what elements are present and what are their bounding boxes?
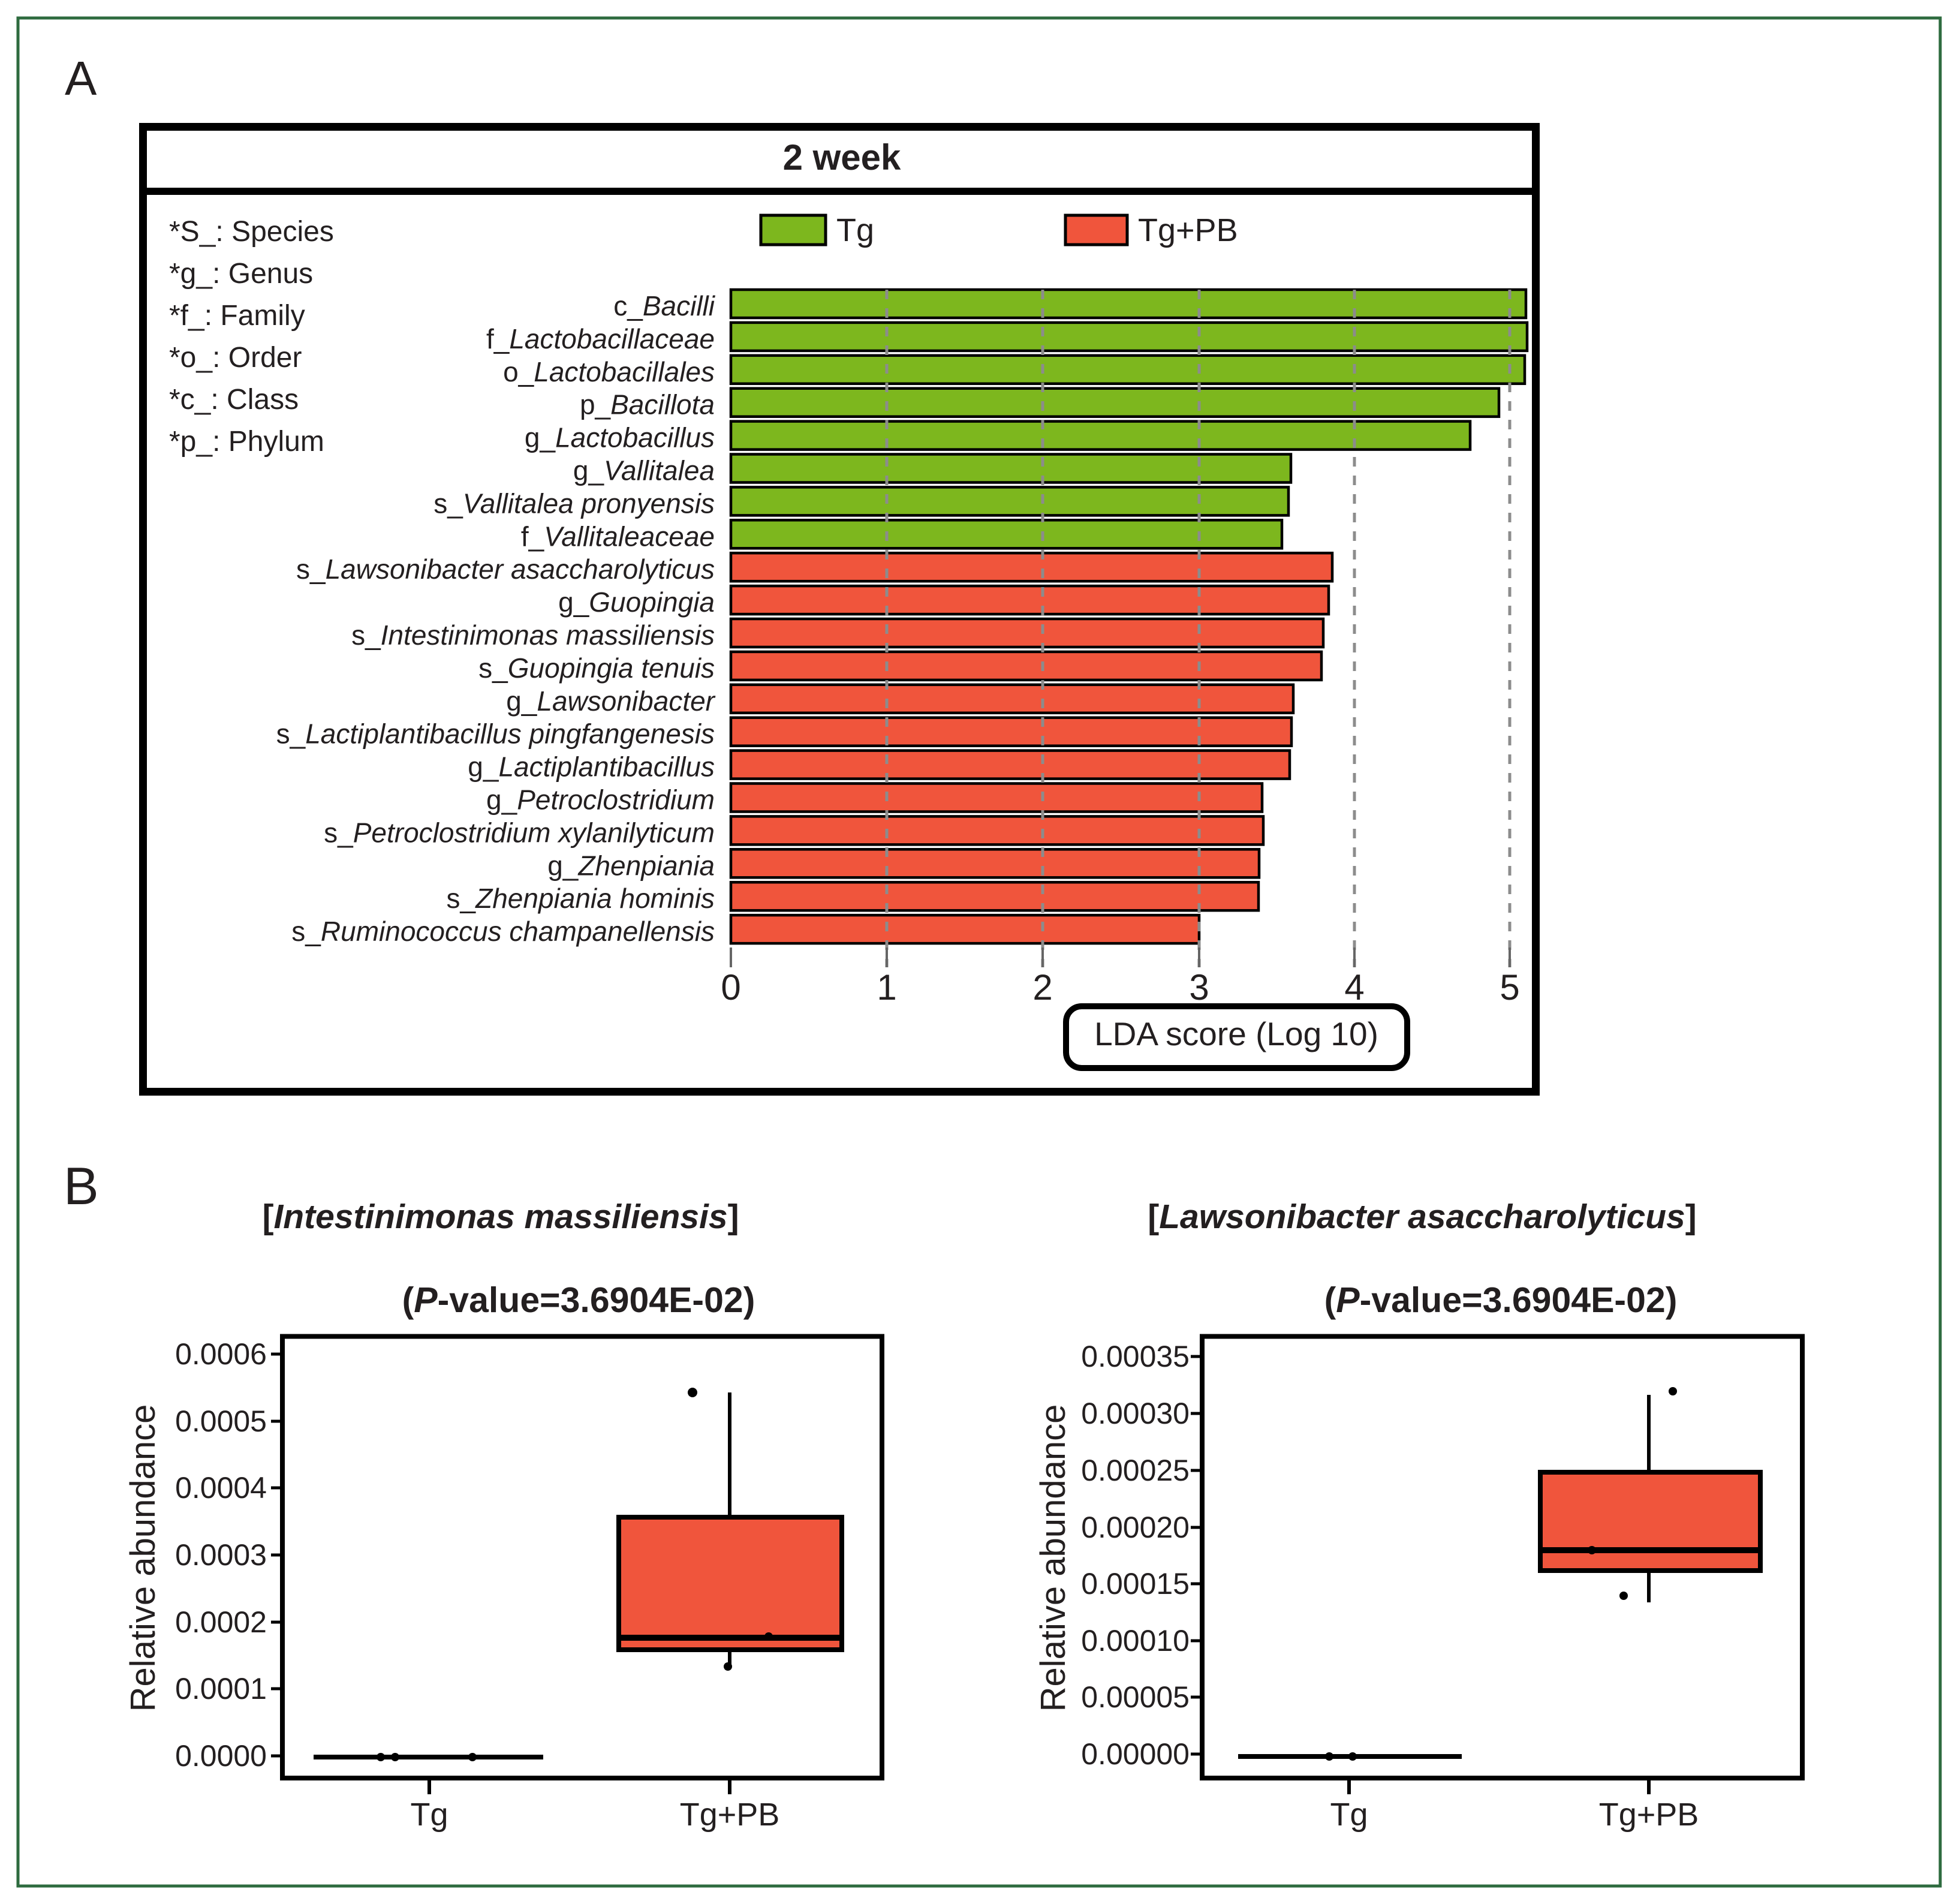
svg-text:0.00030: 0.00030	[1081, 1397, 1190, 1430]
svg-text:f_Lactobacillaceae: f_Lactobacillaceae	[486, 323, 715, 354]
svg-text:0.0004: 0.0004	[175, 1471, 267, 1505]
svg-text:*S_: Species: *S_: Species	[169, 216, 334, 248]
svg-text:0.00000: 0.00000	[1081, 1737, 1190, 1771]
svg-text:Tg+PB: Tg+PB	[1138, 212, 1238, 248]
svg-text:s_Ruminococcus champanellensis: s_Ruminococcus champanellensis	[291, 916, 715, 947]
svg-text:Tg: Tg	[410, 1797, 448, 1833]
svg-text:s_Lawsonibacter asaccharolytic: s_Lawsonibacter asaccharolyticus	[296, 554, 715, 585]
svg-text:g_Guopingia: g_Guopingia	[558, 586, 715, 618]
svg-text:Relative abundance: Relative abundance	[1034, 1404, 1073, 1712]
svg-text:g_Vallitalea: g_Vallitalea	[573, 455, 715, 486]
svg-text:s_Zhenpiania hominis: s_Zhenpiania hominis	[447, 883, 715, 914]
svg-text:0.00005: 0.00005	[1081, 1680, 1190, 1714]
svg-text:0.0006: 0.0006	[175, 1337, 267, 1371]
svg-text:0.00010: 0.00010	[1081, 1624, 1190, 1658]
svg-text:A: A	[65, 52, 97, 105]
svg-text:Tg+PB: Tg+PB	[680, 1797, 780, 1833]
svg-text:p_Bacillota: p_Bacillota	[580, 389, 715, 420]
svg-text:*o_: Order: *o_: Order	[169, 342, 302, 374]
svg-text:0.00020: 0.00020	[1081, 1511, 1190, 1544]
svg-text:5: 5	[1500, 967, 1519, 1007]
svg-text:c_Bacilli: c_Bacilli	[613, 290, 716, 321]
svg-text:(P-value=3.6904E-02): (P-value=3.6904E-02)	[1324, 1280, 1678, 1320]
svg-text:0.0005: 0.0005	[175, 1404, 267, 1438]
svg-text:s_Guopingia tenuis: s_Guopingia tenuis	[478, 652, 715, 684]
svg-text:B: B	[64, 1156, 99, 1216]
svg-text:0.0003: 0.0003	[175, 1538, 267, 1572]
svg-text:s_Petroclostridium xylanilytic: s_Petroclostridium xylanilyticum	[324, 817, 715, 848]
svg-text:g_Lactiplantibacillus: g_Lactiplantibacillus	[468, 751, 715, 783]
svg-text:Tg: Tg	[1330, 1797, 1368, 1833]
svg-text:g_Lawsonibacter: g_Lawsonibacter	[506, 685, 715, 717]
svg-text:(P-value=3.6904E-02): (P-value=3.6904E-02)	[402, 1280, 755, 1320]
svg-text:0.0002: 0.0002	[175, 1605, 267, 1639]
svg-text:3: 3	[1189, 967, 1209, 1007]
svg-text:0: 0	[721, 967, 740, 1007]
svg-text:s_Intestinimonas massiliensis: s_Intestinimonas massiliensis	[351, 619, 715, 651]
svg-text:f_Vallitaleaceae: f_Vallitaleaceae	[521, 521, 715, 552]
svg-text:0.00025: 0.00025	[1081, 1454, 1190, 1487]
svg-text:Tg+PB: Tg+PB	[1599, 1797, 1699, 1833]
svg-text:Tg: Tg	[836, 212, 874, 248]
svg-text:0.0001: 0.0001	[175, 1672, 267, 1706]
svg-text:4: 4	[1344, 967, 1364, 1007]
svg-text:s_Lactiplantibacillus pingfang: s_Lactiplantibacillus pingfangenesis	[276, 718, 715, 750]
svg-text:[Lawsonibacter asaccharolyticu: [Lawsonibacter asaccharolyticus]	[1148, 1198, 1697, 1236]
svg-text:g_Petroclostridium: g_Petroclostridium	[486, 784, 715, 816]
svg-text:0.00015: 0.00015	[1081, 1567, 1190, 1601]
svg-text:g_Zhenpiania: g_Zhenpiania	[547, 850, 715, 881]
svg-text:*c_: Class: *c_: Class	[169, 384, 299, 416]
svg-text:0.00035: 0.00035	[1081, 1340, 1190, 1373]
svg-text:LDA score (Log 10): LDA score (Log 10)	[1094, 1015, 1378, 1052]
svg-text:2 week: 2 week	[783, 137, 901, 178]
svg-text:o_Lactobacillales: o_Lactobacillales	[503, 356, 715, 387]
svg-text:2: 2	[1032, 967, 1052, 1007]
svg-text:0.0000: 0.0000	[175, 1739, 267, 1773]
svg-text:1: 1	[877, 967, 896, 1007]
svg-text:s_Vallitalea pronyensis: s_Vallitalea pronyensis	[433, 488, 715, 519]
svg-text:g_Lactobacillus: g_Lactobacillus	[525, 422, 715, 453]
svg-text:*g_: Genus: *g_: Genus	[169, 258, 313, 290]
svg-text:*f_: Family: *f_: Family	[169, 300, 305, 332]
svg-text:Relative abundance: Relative abundance	[124, 1404, 162, 1712]
svg-text:*p_: Phylum: *p_: Phylum	[169, 426, 324, 458]
svg-text:[Intestinimonas massiliensis]: [Intestinimonas massiliensis]	[262, 1198, 739, 1236]
